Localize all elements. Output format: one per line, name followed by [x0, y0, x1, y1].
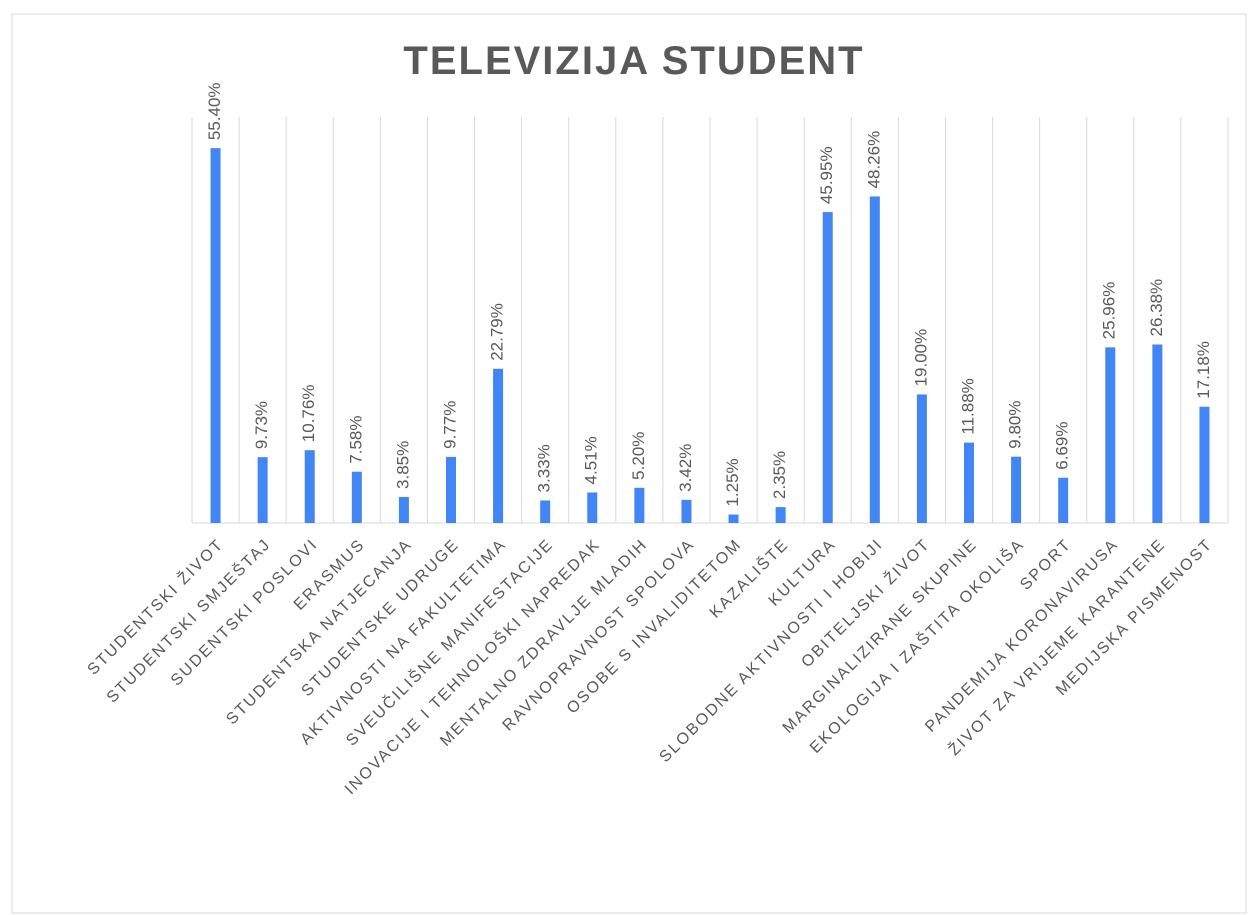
- data-label: 2.35%: [770, 451, 789, 499]
- data-label: 4.51%: [582, 436, 601, 484]
- data-label: 6.69%: [1053, 422, 1072, 470]
- data-label: 1.25%: [723, 458, 742, 506]
- bar: [728, 514, 739, 523]
- bar: [964, 442, 974, 523]
- bar: [257, 457, 268, 523]
- bar: [869, 196, 880, 523]
- bar: [681, 499, 692, 523]
- chart-title: TELEVIZIJA STUDENT: [403, 39, 864, 83]
- bar: [1152, 344, 1163, 523]
- data-label: 9.80%: [1006, 400, 1025, 448]
- data-label: 26.38%: [1147, 279, 1166, 337]
- data-label: 3.42%: [676, 444, 695, 492]
- data-label: 3.33%: [535, 444, 554, 492]
- data-label: 5.20%: [629, 432, 648, 480]
- data-label: 45.95%: [817, 146, 836, 204]
- bar: [398, 496, 409, 523]
- bar: [1105, 347, 1116, 523]
- data-label: 22.79%: [488, 303, 507, 361]
- data-label: 10.76%: [299, 385, 318, 443]
- bar: [446, 456, 456, 523]
- bar: [540, 500, 551, 523]
- data-label: 48.26%: [864, 131, 883, 189]
- bar: [822, 212, 833, 524]
- data-label: 7.58%: [346, 416, 365, 464]
- bar: [916, 394, 927, 523]
- bar: [493, 368, 504, 523]
- data-label: 9.77%: [440, 401, 459, 449]
- bar: [304, 450, 315, 523]
- data-label: 3.85%: [393, 441, 412, 489]
- data-label: 19.00%: [911, 329, 930, 387]
- data-label: 11.88%: [958, 378, 977, 434]
- bar: [1199, 406, 1210, 523]
- bar: [1011, 456, 1022, 523]
- bar: [210, 148, 221, 524]
- data-label: 9.73%: [252, 401, 271, 449]
- data-label: 17.18%: [1194, 341, 1213, 399]
- bar: [634, 487, 645, 523]
- bar: [587, 492, 598, 523]
- bar: [775, 507, 786, 523]
- data-label: 25.96%: [1100, 282, 1119, 340]
- data-label: 55.40%: [205, 82, 224, 140]
- bar: [351, 471, 362, 523]
- bar: [1058, 477, 1069, 523]
